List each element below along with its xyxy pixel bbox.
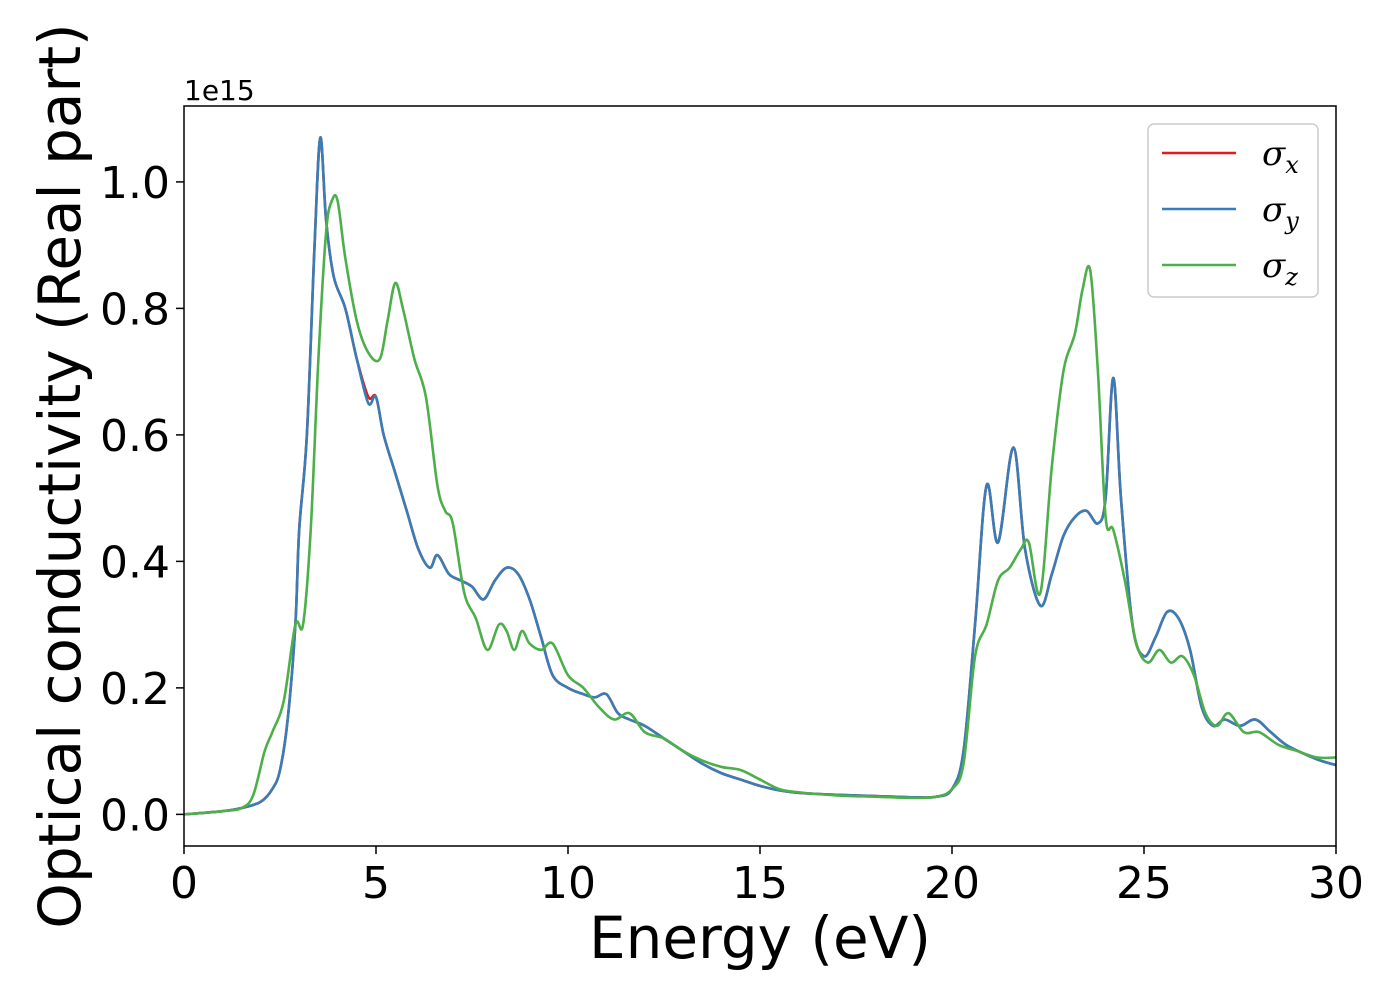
y-tick-label: 0.2 [100, 664, 170, 715]
x-tick-label: 15 [732, 858, 788, 909]
series-line-z [184, 194, 1336, 816]
y-axis-title: Optical conductivity (Real part) [26, 23, 94, 928]
x-tick-label: 25 [1116, 858, 1172, 909]
y-tick-label: 0.8 [100, 284, 170, 335]
x-axis-title: Energy (eV) [589, 904, 931, 972]
legend-label-y: σy [1262, 190, 1299, 235]
x-tick-label: 5 [362, 858, 390, 909]
y-offset-label: 1e15 [184, 74, 255, 107]
x-axis-ticks: 0 5 10 15 20 25 30 [170, 846, 1364, 909]
y-tick-label: 0.0 [100, 790, 170, 841]
y-axis-ticks: 0.0 0.2 0.4 0.6 0.8 1.0 [100, 158, 184, 841]
series-layer [184, 136, 1336, 816]
y-tick-label: 0.4 [100, 537, 170, 588]
x-tick-label: 20 [924, 858, 980, 909]
x-tick-label: 30 [1308, 858, 1364, 909]
y-tick-label: 1.0 [100, 158, 170, 209]
legend: σx σy σz [1147, 123, 1319, 298]
x-tick-label: 10 [540, 858, 596, 909]
legend-label-z: σz [1262, 246, 1298, 291]
y-tick-label: 0.6 [100, 411, 170, 462]
x-tick-label: 0 [170, 858, 198, 909]
legend-box [1147, 123, 1319, 298]
legend-label-x: σx [1262, 134, 1299, 179]
